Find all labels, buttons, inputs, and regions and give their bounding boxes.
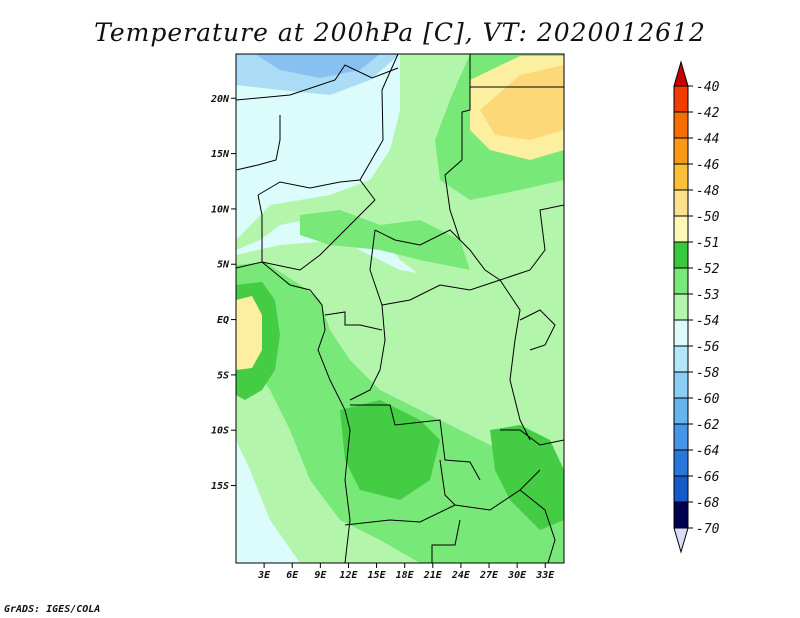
border-namibia-botswana xyxy=(431,519,461,563)
legend-label: -60 xyxy=(696,392,720,407)
border-angola-zambia xyxy=(439,459,456,506)
border-east-lakes xyxy=(519,309,556,351)
border-drc-angola xyxy=(350,404,481,481)
border-drc-east xyxy=(499,279,531,441)
x-tick-label: 24E xyxy=(451,570,471,581)
legend-label: -62 xyxy=(696,418,720,433)
border-zambia-south xyxy=(454,469,541,511)
border-congo-gabon xyxy=(324,311,383,331)
temperature-field xyxy=(236,54,564,563)
legend-color-box xyxy=(673,189,689,217)
x-tick-label: 9E xyxy=(314,570,327,581)
field-52-central xyxy=(300,210,470,270)
x-tick-label: 12E xyxy=(339,570,358,581)
y-tick-label: 15S xyxy=(211,481,229,492)
x-tick-label: 27E xyxy=(479,570,499,581)
border-nigeria-cameroon xyxy=(261,199,376,271)
color-legend: -40 -42 -44 -46 -48 -50 -51 -52 -53 -54 -56 -58 -60 -… xyxy=(673,60,720,554)
legend-label: -68 xyxy=(696,496,720,511)
legend-label: -58 xyxy=(696,366,720,381)
map-frame xyxy=(235,53,565,564)
legend-label: -66 xyxy=(696,470,720,485)
field-50-gabon-coast xyxy=(236,296,262,370)
legend-label: -64 xyxy=(696,444,719,459)
y-tick-label: 5N xyxy=(217,260,230,271)
y-tick-label: 20N xyxy=(210,94,230,105)
legend-bottom-arrow xyxy=(673,527,689,554)
legend-color-box xyxy=(673,111,689,139)
border-algeria-niger xyxy=(236,64,399,101)
legend-label: -50 xyxy=(696,210,720,225)
border-angola-namibia xyxy=(344,504,456,526)
y-tick-label: EQ xyxy=(217,315,229,326)
x-tick-label: 30E xyxy=(507,570,527,581)
legend-color-box xyxy=(673,501,689,529)
legend-label: -53 xyxy=(696,288,719,303)
legend-label: -48 xyxy=(696,184,720,199)
country-borders xyxy=(236,54,564,563)
border-nigeria-west xyxy=(257,194,263,262)
border-sudan-south xyxy=(499,204,564,281)
map-title: Temperature at 200hPa [C], VT: 202001261… xyxy=(94,18,706,47)
legend-color-box xyxy=(673,85,689,113)
border-chad-car xyxy=(374,229,461,246)
legend-label: -51 xyxy=(696,236,719,251)
legend-color-box xyxy=(673,371,689,399)
legend-color-box xyxy=(673,241,689,269)
border-libya-egypt xyxy=(461,54,471,160)
field-51-angola xyxy=(340,400,440,500)
x-tick-label: 21E xyxy=(423,570,443,581)
legend-label: -56 xyxy=(696,340,720,355)
legend-color-box xyxy=(673,423,689,451)
legend-label: -46 xyxy=(696,158,720,173)
legend-label: -70 xyxy=(696,522,720,537)
border-congo-drc xyxy=(349,304,386,401)
legend-label: -54 xyxy=(696,314,719,329)
x-tick-label: 3E xyxy=(257,570,271,581)
legend-color-box xyxy=(673,215,689,243)
border-niger-nigeria xyxy=(257,179,361,196)
border-cameroon-car xyxy=(369,229,383,306)
legend-label: -52 xyxy=(696,262,720,277)
legend-color-box xyxy=(673,397,689,425)
legend-label: -42 xyxy=(696,106,720,121)
axis-ticks: 3E 6E 9E 12E 15E 18E 21E 24E 27E 30E 33E 20N 15N 10N 5… xyxy=(210,94,555,581)
border-mali-niger xyxy=(236,115,281,171)
legend-color-box xyxy=(673,319,689,347)
legend-color-box xyxy=(673,449,689,477)
legend-color-box xyxy=(673,345,689,373)
legend-label: -40 xyxy=(696,80,720,95)
legend-color-box xyxy=(673,267,689,295)
border-mozambique xyxy=(519,489,556,563)
border-niger-chad xyxy=(359,54,399,201)
x-tick-label: 6E xyxy=(286,570,299,581)
y-tick-label: 15N xyxy=(211,149,230,160)
x-tick-label: 33E xyxy=(535,570,555,581)
legend-color-box xyxy=(673,163,689,191)
y-tick-label: 5S xyxy=(217,370,229,381)
x-tick-label: 18E xyxy=(396,570,415,581)
border-zambia-tanzania xyxy=(500,429,564,446)
field-58-northwest xyxy=(255,54,380,78)
grads-credit: GrADS: IGES/COLA xyxy=(4,604,101,615)
legend-label: -44 xyxy=(696,132,719,147)
legend-color-box xyxy=(673,475,689,503)
coastline-west xyxy=(236,261,351,563)
legend-color-box xyxy=(673,293,689,321)
x-tick-label: 15E xyxy=(368,570,387,581)
border-car-drc xyxy=(381,279,501,306)
y-tick-label: 10N xyxy=(211,204,230,215)
y-tick-label: 10S xyxy=(211,426,229,437)
field-51-southeast xyxy=(490,425,564,530)
legend-top-arrow xyxy=(673,60,689,87)
field-48-northeast xyxy=(480,65,564,140)
legend-color-box xyxy=(673,137,689,165)
